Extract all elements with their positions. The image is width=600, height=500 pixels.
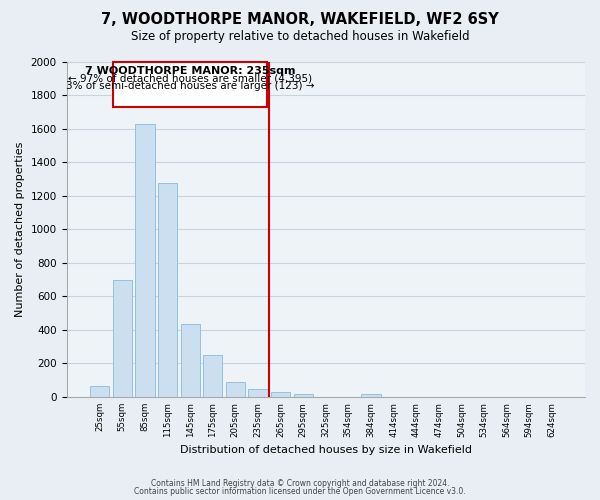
Text: 3% of semi-detached houses are larger (123) →: 3% of semi-detached houses are larger (1… bbox=[66, 81, 314, 91]
Bar bbox=[90, 386, 109, 397]
Bar bbox=[158, 183, 177, 397]
Bar bbox=[113, 280, 132, 397]
Text: 7, WOODTHORPE MANOR, WAKEFIELD, WF2 6SY: 7, WOODTHORPE MANOR, WAKEFIELD, WF2 6SY bbox=[101, 12, 499, 28]
Bar bbox=[136, 124, 155, 397]
Bar bbox=[226, 382, 245, 397]
Text: ← 97% of detached houses are smaller (4,395): ← 97% of detached houses are smaller (4,… bbox=[68, 73, 312, 83]
Text: Size of property relative to detached houses in Wakefield: Size of property relative to detached ho… bbox=[131, 30, 469, 43]
Bar bbox=[271, 392, 290, 397]
Bar bbox=[361, 394, 380, 397]
Bar bbox=[293, 394, 313, 397]
X-axis label: Distribution of detached houses by size in Wakefield: Distribution of detached houses by size … bbox=[180, 445, 472, 455]
Bar bbox=[203, 355, 223, 397]
Bar bbox=[248, 388, 268, 397]
Text: Contains HM Land Registry data © Crown copyright and database right 2024.: Contains HM Land Registry data © Crown c… bbox=[151, 478, 449, 488]
Text: 7 WOODTHORPE MANOR: 235sqm: 7 WOODTHORPE MANOR: 235sqm bbox=[85, 66, 295, 76]
Bar bbox=[181, 324, 200, 397]
Y-axis label: Number of detached properties: Number of detached properties bbox=[15, 142, 25, 317]
Text: Contains public sector information licensed under the Open Government Licence v3: Contains public sector information licen… bbox=[134, 487, 466, 496]
FancyBboxPatch shape bbox=[113, 62, 267, 107]
